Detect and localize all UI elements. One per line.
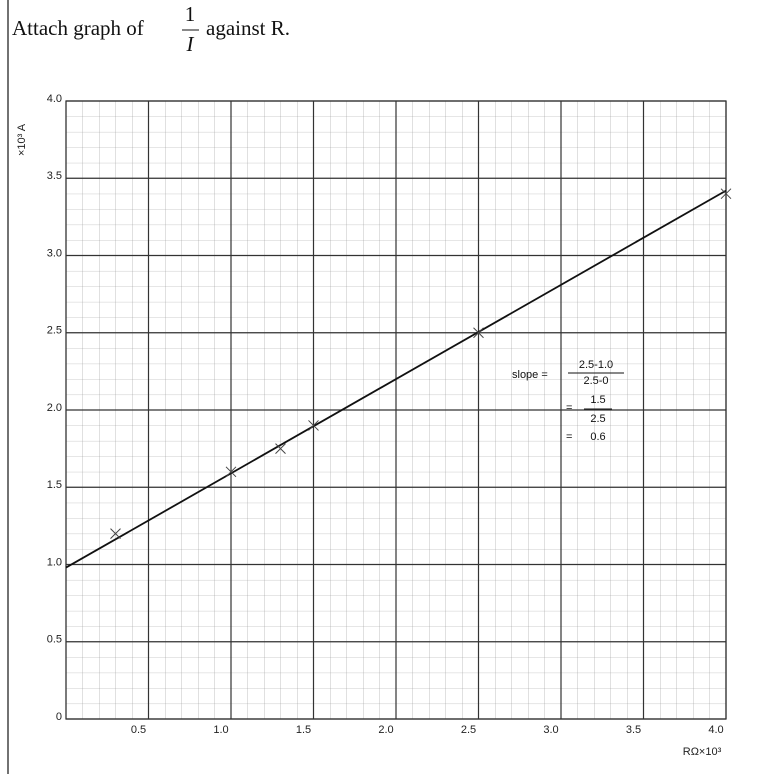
annotation-text: 2.5-0 (583, 375, 608, 387)
x-axis-label: RΩ×10³ (683, 746, 722, 758)
data-point (225, 466, 237, 478)
title-denominator: I (186, 32, 195, 56)
x-tick-label: 3.5 (626, 724, 641, 736)
title-end: against R. (206, 16, 290, 40)
annotation-text: 2.5-1.0 (579, 359, 613, 371)
fit-line (65, 189, 727, 569)
data-point (720, 188, 732, 200)
y-tick-label: 1.5 (47, 479, 62, 491)
annotation-text: 1.5 (590, 394, 605, 406)
y-axis-label: ×10³ A (16, 123, 28, 156)
y-tick-label: 2.0 (47, 402, 62, 414)
x-tick-label: 2.0 (378, 724, 393, 736)
y-tick-label: 0.5 (47, 634, 62, 646)
y-tick-label: 2.5 (47, 325, 62, 337)
x-tick-label: 2.5 (461, 724, 476, 736)
y-tick-label: 3.5 (47, 170, 62, 182)
data-point (308, 420, 319, 431)
y-tick-label: 4.0 (47, 93, 62, 105)
annotation-text: 0.6 (590, 431, 605, 443)
data-point (275, 443, 286, 454)
annotation-text: 2.5 (590, 413, 605, 425)
x-tick-label: 1.0 (213, 724, 228, 736)
y-tick-label: 3.0 (47, 247, 62, 259)
title-numerator: 1 (185, 2, 196, 26)
title: Attach graph of (12, 16, 144, 40)
y-tick-label: 1.0 (47, 556, 62, 568)
annotation-text: slope = (512, 369, 548, 381)
annotation-text: = (566, 402, 572, 414)
data-point (110, 528, 121, 539)
data-point (473, 327, 484, 339)
x-tick-label: 4.0 (708, 724, 723, 736)
y-tick-label: 0 (56, 711, 62, 723)
x-tick-label: 1.5 (296, 724, 311, 736)
x-tick-label: 3.0 (543, 724, 558, 736)
annotation-text: = (566, 431, 572, 443)
slope-annotation: slope = 2.5-1.0 2.5-0 = 1.5 2.5 = 0.6 (512, 359, 624, 443)
x-tick-label: 0.5 (131, 724, 146, 736)
